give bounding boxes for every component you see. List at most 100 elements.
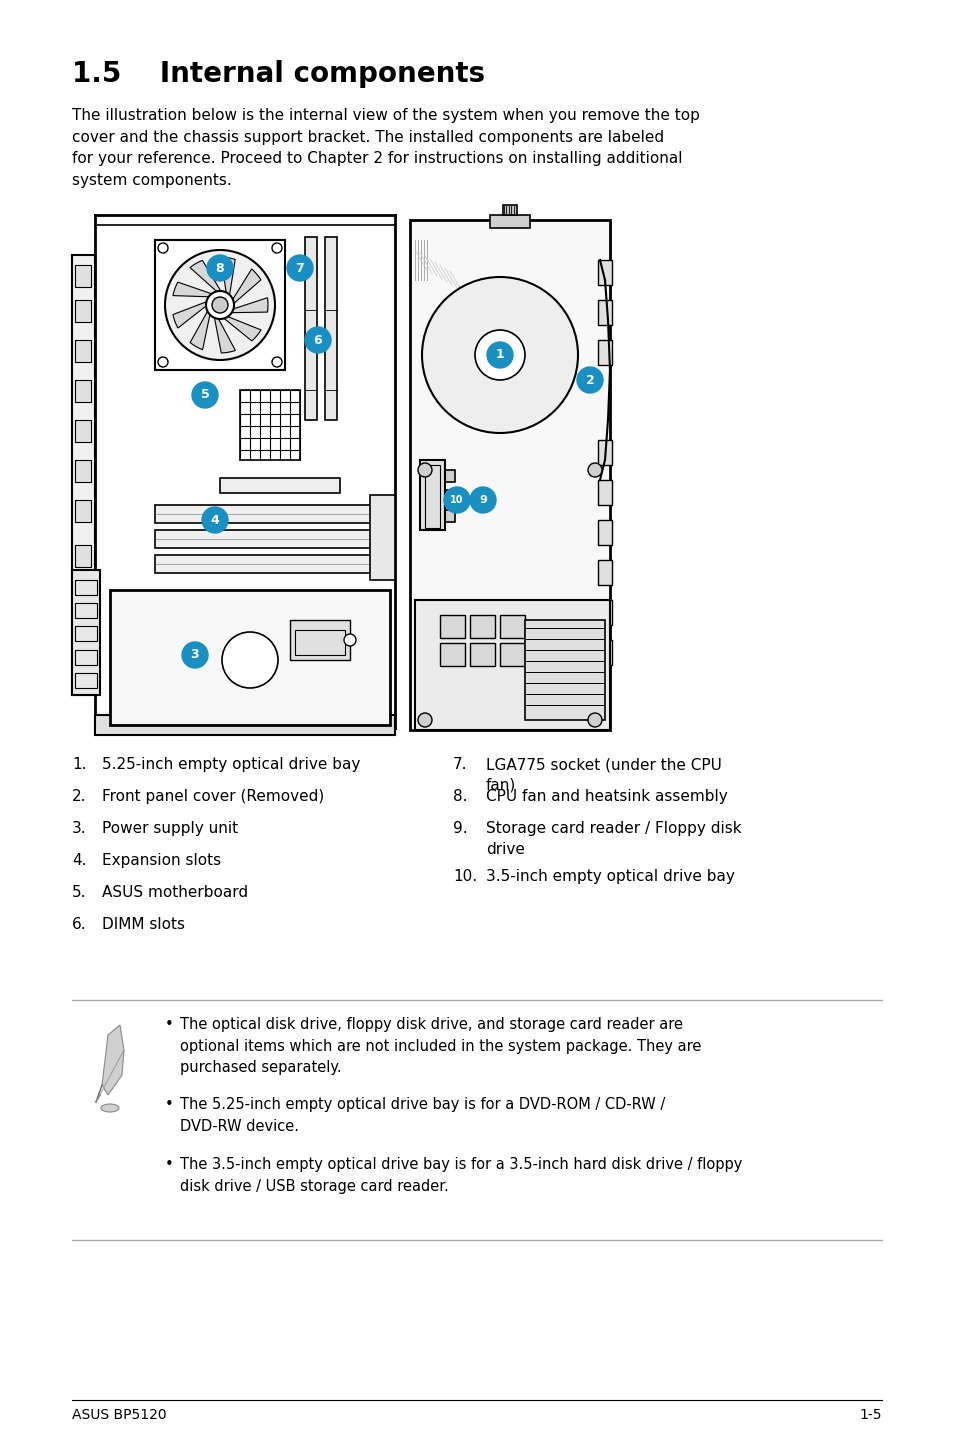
Text: 2: 2 xyxy=(585,374,594,387)
Text: DIMM slots: DIMM slots xyxy=(102,917,185,932)
Text: •: • xyxy=(165,1097,173,1112)
Text: ASUS BP5120: ASUS BP5120 xyxy=(71,1408,167,1422)
Bar xyxy=(439,643,464,666)
Bar xyxy=(598,521,612,545)
Text: 9: 9 xyxy=(478,495,486,505)
Bar xyxy=(598,301,612,325)
Text: 1.: 1. xyxy=(71,756,87,772)
Bar xyxy=(598,600,612,626)
Bar xyxy=(470,643,495,666)
Circle shape xyxy=(475,329,524,380)
Bar xyxy=(75,460,91,482)
Circle shape xyxy=(421,278,578,433)
Bar xyxy=(75,664,91,687)
Polygon shape xyxy=(190,260,222,293)
Bar xyxy=(154,555,375,572)
Bar xyxy=(598,260,612,285)
Text: ASUS motherboard: ASUS motherboard xyxy=(102,884,248,900)
Circle shape xyxy=(305,326,331,352)
Circle shape xyxy=(207,255,233,280)
Circle shape xyxy=(287,255,313,280)
Bar xyxy=(75,580,97,595)
Polygon shape xyxy=(172,282,213,296)
Circle shape xyxy=(158,243,168,253)
Bar xyxy=(435,490,455,502)
Bar xyxy=(598,440,612,464)
Bar xyxy=(154,505,375,523)
Text: The optical disk drive, floppy disk drive, and storage card reader are
optional : The optical disk drive, floppy disk driv… xyxy=(180,1017,700,1076)
Circle shape xyxy=(417,713,432,728)
Text: The 5.25-inch empty optical drive bay is for a DVD-ROM / CD-RW /
DVD-RW device.: The 5.25-inch empty optical drive bay is… xyxy=(180,1097,664,1133)
Text: 3.5-inch empty optical drive bay: 3.5-inch empty optical drive bay xyxy=(485,869,734,884)
Circle shape xyxy=(490,345,510,365)
Bar xyxy=(71,569,100,695)
Polygon shape xyxy=(222,316,261,341)
Circle shape xyxy=(192,383,218,408)
Bar xyxy=(75,301,91,322)
Text: •: • xyxy=(165,1158,173,1172)
Circle shape xyxy=(165,250,274,360)
Bar xyxy=(524,620,604,720)
Text: 5: 5 xyxy=(200,388,209,401)
Text: CPU fan and heatsink assembly: CPU fan and heatsink assembly xyxy=(485,789,727,804)
Polygon shape xyxy=(213,315,235,352)
Polygon shape xyxy=(229,298,268,312)
Circle shape xyxy=(272,357,282,367)
Polygon shape xyxy=(232,269,261,305)
Circle shape xyxy=(182,641,208,669)
Text: 5.25-inch empty optical drive bay: 5.25-inch empty optical drive bay xyxy=(102,756,360,772)
Bar xyxy=(370,495,395,580)
Text: Power supply unit: Power supply unit xyxy=(102,821,238,835)
Text: 8.: 8. xyxy=(453,789,467,804)
Text: Storage card reader / Floppy disk
drive: Storage card reader / Floppy disk drive xyxy=(485,821,740,857)
Text: The illustration below is the internal view of the system when you remove the to: The illustration below is the internal v… xyxy=(71,108,700,188)
Bar xyxy=(325,237,336,420)
Circle shape xyxy=(587,463,601,477)
Circle shape xyxy=(202,508,228,533)
Circle shape xyxy=(206,290,233,319)
Circle shape xyxy=(212,298,228,313)
Bar xyxy=(502,206,517,216)
Bar xyxy=(499,643,524,666)
Bar xyxy=(154,531,375,548)
Bar xyxy=(75,380,91,403)
Circle shape xyxy=(417,463,432,477)
Text: 3.: 3. xyxy=(71,821,87,835)
Text: •: • xyxy=(165,1017,173,1032)
Bar xyxy=(220,477,339,493)
Text: 10: 10 xyxy=(450,495,463,505)
Bar xyxy=(598,480,612,505)
Text: 4.: 4. xyxy=(71,853,87,869)
Text: 2.: 2. xyxy=(71,789,87,804)
Text: Front panel cover (Removed): Front panel cover (Removed) xyxy=(102,789,324,804)
Text: 10.: 10. xyxy=(453,869,476,884)
Bar xyxy=(75,650,97,664)
Circle shape xyxy=(344,634,355,646)
Polygon shape xyxy=(221,257,235,298)
Bar xyxy=(410,220,609,731)
Circle shape xyxy=(222,631,277,687)
Bar xyxy=(75,420,91,441)
Bar xyxy=(240,390,299,460)
Bar xyxy=(598,559,612,585)
Bar xyxy=(415,600,609,731)
Text: 9.: 9. xyxy=(453,821,467,835)
Bar xyxy=(470,615,495,638)
Bar xyxy=(439,615,464,638)
Bar xyxy=(598,339,612,365)
Bar xyxy=(490,216,530,229)
Bar xyxy=(75,626,91,647)
Bar xyxy=(499,615,524,638)
Text: Expansion slots: Expansion slots xyxy=(102,853,221,869)
Bar xyxy=(75,626,97,641)
Text: The 3.5-inch empty optical drive bay is for a 3.5-inch hard disk drive / floppy
: The 3.5-inch empty optical drive bay is … xyxy=(180,1158,741,1194)
Text: 6: 6 xyxy=(314,334,322,347)
Bar xyxy=(424,464,439,528)
Bar xyxy=(75,585,91,607)
Circle shape xyxy=(587,713,601,728)
Bar xyxy=(95,715,395,735)
Bar xyxy=(598,640,612,664)
Bar xyxy=(110,590,390,725)
Text: 7.: 7. xyxy=(453,756,467,772)
Text: 1: 1 xyxy=(496,348,504,361)
